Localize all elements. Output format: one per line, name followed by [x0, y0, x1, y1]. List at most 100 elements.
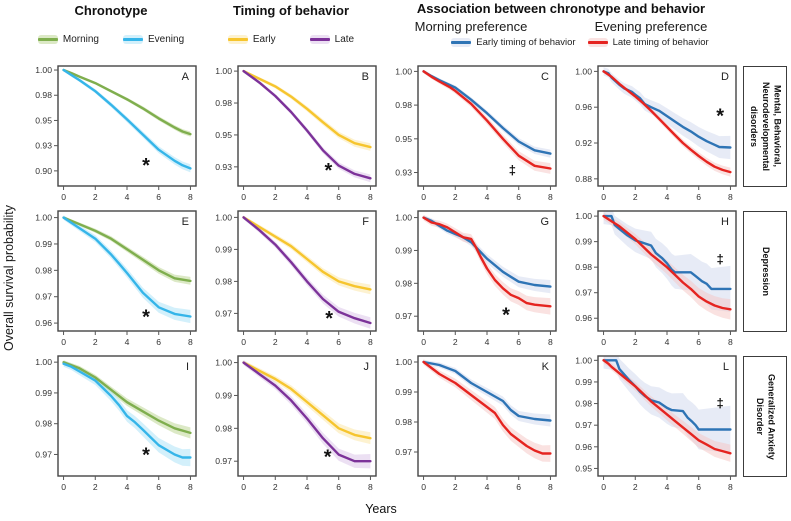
- y-tick-label: 0.98: [35, 419, 52, 429]
- series-line: [422, 360, 552, 422]
- legend-timing: Early Late: [202, 34, 380, 45]
- y-tick-label: 0.99: [395, 246, 412, 256]
- y-tick-label: 1.00: [395, 357, 412, 367]
- panel-letter: J: [364, 361, 370, 373]
- significance-marker: *: [325, 160, 333, 182]
- panel-C: 1.00 0.98 0.95 0.93 0 2 4 6 8 C ‡: [382, 60, 562, 205]
- x-tick-label: 0: [241, 482, 246, 492]
- y-tick-label: 0.97: [215, 308, 232, 318]
- y-tick-label: 0.97: [35, 450, 52, 460]
- x-tick-label: 2: [453, 192, 458, 202]
- plot-box: [237, 65, 377, 187]
- y-tick-label: 0.98: [575, 399, 592, 409]
- y-tick-label: 0.88: [575, 174, 592, 184]
- series-line: [242, 69, 372, 180]
- y-tick-label: 0.98: [215, 98, 232, 108]
- y-tick-label: 0.99: [35, 388, 52, 398]
- legend-item-late-timing: Late timing of behavior: [587, 37, 709, 48]
- x-tick-label: 8: [368, 482, 373, 492]
- panel-I: 1.00 0.99 0.98 0.97 0 2 4 6 8 I *: [22, 350, 202, 495]
- x-tick-label: 4: [665, 337, 670, 347]
- y-tick-label: 1.00: [395, 213, 412, 223]
- panel-letter: I: [186, 361, 189, 373]
- x-tick-label: 4: [485, 337, 490, 347]
- x-tick-label: 0: [421, 337, 426, 347]
- y-tick-label: 0.96: [575, 102, 592, 112]
- legend-chronotype: Morning Evening: [22, 34, 200, 45]
- y-tick-label: 1.00: [35, 65, 52, 75]
- legend-item-evening: Evening: [123, 34, 184, 45]
- legend-association: Early timing of behavior Late timing of …: [420, 37, 740, 48]
- y-tick-label: 1.00: [215, 212, 232, 222]
- x-tick-label: 8: [548, 337, 553, 347]
- x-tick-label: 8: [188, 337, 193, 347]
- x-tick-label: 2: [93, 337, 98, 347]
- panel-J: 1.00 0.99 0.98 0.97 0 2 4 6 8 J *: [202, 350, 382, 495]
- x-tick-label: 0: [421, 192, 426, 202]
- y-tick-label: 0.97: [35, 292, 52, 302]
- x-tick-label: 0: [61, 192, 66, 202]
- x-tick-label: 4: [125, 337, 130, 347]
- legend-item-early: Early: [227, 34, 276, 45]
- y-tick-label: 0.96: [575, 442, 592, 452]
- panel-F: 1.00 0.99 0.98 0.97 0 2 4 6 8 F *: [202, 205, 382, 350]
- series-line: [602, 214, 732, 311]
- panel-D: 1.00 0.96 0.92 0.88 0 2 4 6 8 D *: [562, 60, 742, 205]
- panel-letter: H: [721, 216, 729, 228]
- y-tick-label: 0.99: [215, 391, 232, 401]
- y-tick-label: 0.99: [35, 239, 52, 249]
- series-line: [242, 216, 372, 325]
- y-tick-label: 0.98: [215, 276, 232, 286]
- x-tick-label: 8: [188, 482, 193, 492]
- y-tick-label: 0.97: [575, 420, 592, 430]
- late-line-swatch: [309, 35, 330, 44]
- column-header-timing: Timing of behavior: [232, 3, 350, 18]
- panel-letter: E: [182, 216, 189, 228]
- panel-letter: L: [723, 361, 729, 373]
- y-tick-label: 0.93: [395, 168, 412, 178]
- y-tick-label: 0.98: [35, 265, 52, 275]
- panel-letter: D: [721, 71, 729, 83]
- x-tick-label: 8: [368, 192, 373, 202]
- y-tick-label: 0.98: [395, 100, 412, 110]
- x-tick-label: 4: [665, 482, 670, 492]
- row-label: Depression: [760, 246, 771, 297]
- x-tick-label: 2: [453, 482, 458, 492]
- x-tick-label: 0: [241, 337, 246, 347]
- series-band: [603, 357, 731, 462]
- x-tick-label: 6: [516, 482, 521, 492]
- x-tick-label: 2: [93, 482, 98, 492]
- y-tick-label: 0.98: [575, 262, 592, 272]
- panel-K: 1.00 0.99 0.98 0.97 0 2 4 6 8 K: [382, 350, 562, 495]
- y-tick-label: 0.98: [215, 423, 232, 433]
- series-line: [422, 216, 552, 288]
- significance-marker: ‡: [716, 252, 723, 267]
- y-tick-label: 0.90: [35, 166, 52, 176]
- x-tick-label: 4: [305, 337, 310, 347]
- significance-marker: ‡: [509, 163, 516, 178]
- y-tick-label: 0.97: [395, 311, 412, 321]
- x-tick-label: 2: [273, 192, 278, 202]
- series-line: [422, 216, 552, 308]
- y-tick-label: 0.99: [575, 377, 592, 387]
- series-line: [422, 360, 552, 455]
- x-tick-label: 0: [241, 192, 246, 202]
- x-tick-label: 6: [516, 337, 521, 347]
- x-tick-label: 0: [601, 192, 606, 202]
- panel-letter: F: [362, 216, 369, 228]
- x-tick-label: 2: [453, 337, 458, 347]
- x-tick-label: 6: [336, 337, 341, 347]
- panel-letter: G: [540, 216, 549, 228]
- y-tick-label: 0.95: [575, 463, 592, 473]
- y-tick-label: 0.95: [35, 116, 52, 126]
- legend-item-early-timing: Early timing of behavior: [451, 37, 576, 48]
- morning-line-swatch: [37, 35, 58, 44]
- x-tick-label: 8: [548, 482, 553, 492]
- x-tick-label: 8: [728, 482, 733, 492]
- series-band: [63, 215, 191, 324]
- panel-letter: B: [362, 71, 369, 83]
- x-tick-label: 0: [61, 337, 66, 347]
- y-tick-label: 1.00: [575, 355, 592, 365]
- x-tick-label: 6: [156, 337, 161, 347]
